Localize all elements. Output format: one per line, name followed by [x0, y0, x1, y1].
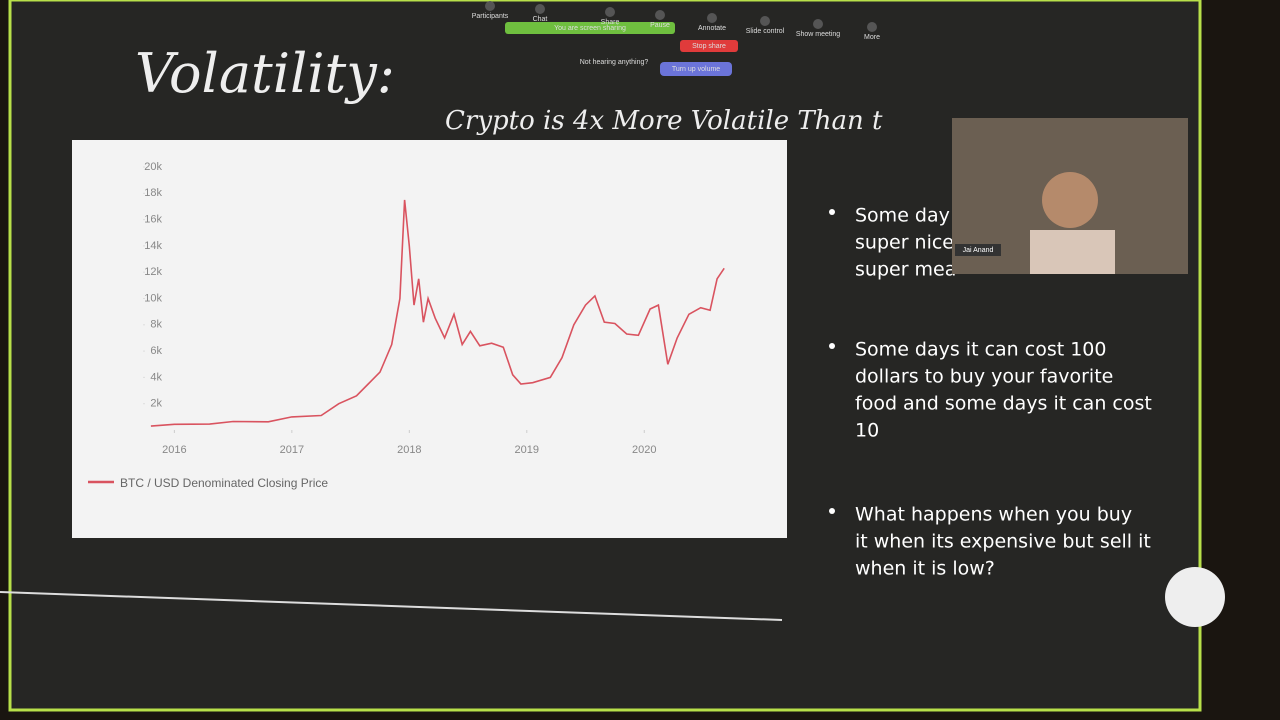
bullet-dot: [829, 508, 835, 514]
toolbar-item[interactable]: Slide control: [746, 28, 785, 35]
toolbar-icon[interactable]: [760, 16, 770, 26]
chart: 2k 4k 6k 8k 10k 12k 14k 16k 18k 20k 2016 2017 2018 20…: [88, 161, 725, 490]
toolbar-icon[interactable]: [655, 10, 665, 20]
webcam-person: [1042, 172, 1098, 228]
toolbar: Participants Chat Share Pause Annotate Slide …: [472, 1, 880, 41]
audio-button[interactable]: [660, 62, 732, 76]
toolbar-item[interactable]: Participants: [472, 13, 509, 20]
sharing-notice: You are screen sharing: [554, 25, 626, 32]
bullet-dot: [829, 209, 835, 215]
x-tick-label: 2019: [515, 444, 539, 456]
chart-panel: [72, 140, 787, 538]
bullet-text: dollars to buy your favorite: [855, 366, 1113, 388]
toolbar-icon[interactable]: [707, 13, 717, 23]
x-tick-label: 2016: [162, 444, 186, 456]
bullet-text: super nice: [855, 232, 954, 254]
slide-subtitle: Crypto is 4x More Volatile Than t: [445, 106, 883, 136]
bullet-text: 10: [855, 420, 879, 442]
y-tick-label: 8k: [150, 319, 162, 331]
sharing-bar: [505, 22, 675, 34]
y-tick-label: 12k: [144, 266, 162, 278]
y-tick-label: 6k: [150, 345, 162, 357]
bullet-text: Some day: [855, 205, 950, 227]
price-line: [150, 199, 725, 427]
y-tick-label: 10k: [144, 292, 162, 304]
toolbar-icon[interactable]: [813, 19, 823, 29]
toolbar-item[interactable]: Annotate: [698, 25, 726, 32]
y-tick-label: 14k: [144, 240, 162, 252]
toolbar-icon[interactable]: [867, 22, 877, 32]
x-tick-label: 2020: [632, 444, 656, 456]
y-tick-label: 4k: [150, 371, 162, 383]
toolbar-item[interactable]: Share: [601, 19, 620, 26]
bullet-text: food and some days it can cost: [855, 393, 1152, 415]
bullet-text: it when its expensive but sell it: [855, 531, 1151, 553]
x-tick-label: 2017: [280, 444, 304, 456]
toolbar-icon[interactable]: [535, 4, 545, 14]
y-tick-label: 2k: [150, 398, 162, 410]
bullet-text: super mea: [855, 259, 956, 281]
bullet-text: What happens when you buy: [855, 504, 1132, 526]
toolbar-item[interactable]: More: [864, 34, 880, 41]
bullet-text: Some days it can cost 100: [855, 339, 1106, 361]
slide-divider: [0, 591, 783, 621]
name-tag: [955, 244, 1001, 256]
toolbar-item[interactable]: Pause: [650, 22, 670, 29]
stop-share-label[interactable]: Stop share: [692, 43, 726, 50]
slide-title: Volatility:: [135, 42, 395, 105]
bullet-dot: [829, 343, 835, 349]
toolbar-icon[interactable]: [485, 1, 495, 11]
audio-prompt: Not hearing anything?: [580, 59, 649, 66]
bullet-list: Some day super nice super mea Some days it …: [829, 205, 1152, 580]
audio-button-label[interactable]: Turn up volume: [672, 66, 720, 73]
toolbar-icon[interactable]: [605, 7, 615, 17]
y-tick-label: 16k: [144, 214, 162, 226]
stop-share-button[interactable]: [680, 40, 738, 52]
y-tick-label: 18k: [144, 187, 162, 199]
legend-label: BTC / USD Denominated Closing Price: [120, 476, 328, 490]
cursor-highlight: [1165, 567, 1225, 627]
webcam-person-body: [1030, 230, 1115, 274]
toolbar-item[interactable]: Show meeting: [796, 31, 840, 38]
toolbar-item[interactable]: Chat: [533, 16, 548, 23]
bullet-text: when it is low?: [855, 558, 995, 580]
x-tick-label: 2018: [397, 444, 421, 456]
participant-name: Jai Anand: [963, 247, 994, 254]
y-tick-label: 20k: [144, 161, 162, 173]
